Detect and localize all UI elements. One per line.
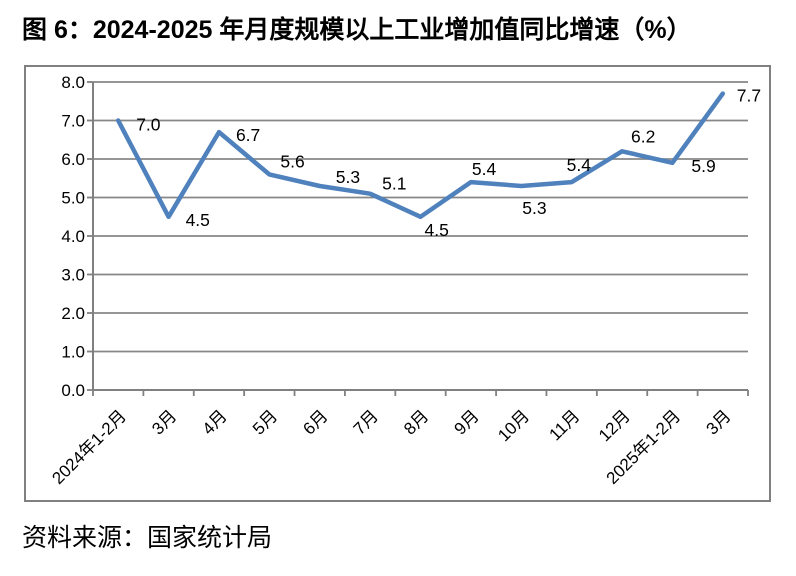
y-tick-label: 4.0 [61,227,85,246]
figure-title: 图 6：2024-2025 年月度规模以上工业增加值同比增速（%） [22,16,692,44]
y-tick-label: 0.0 [61,381,85,400]
data-value-label: 7.0 [136,115,161,135]
y-tick-label: 5.0 [61,189,85,208]
x-category-label: 7月 [350,406,382,438]
x-category-label: 2024年1-2月 [48,406,130,488]
source-note: 资料来源：国家统计局 [22,524,273,552]
data-value-label: 5.3 [522,198,546,218]
data-value-label: 4.5 [186,210,210,230]
data-value-label: 5.3 [336,167,360,187]
line-chart: 0.0 1.0 2.0 3.0 4.0 5.0 6.0 7.0 8.0 2024年1-2月 3月 4月… [48,73,761,488]
data-value-label: 5.1 [382,174,406,194]
x-category-label: 5月 [249,406,281,438]
data-value-label: 5.4 [567,155,592,175]
x-category-label: 11月 [546,406,584,444]
x-category-label: 10月 [494,406,533,445]
y-tick-label: 2.0 [61,304,85,323]
data-value-label: 6.2 [631,126,655,146]
x-category-label: 12月 [595,406,634,445]
data-value-label: 5.4 [472,159,497,179]
chart-frame: 0.0 1.0 2.0 3.0 4.0 5.0 6.0 7.0 8.0 2024年1-2月 3月 4月… [24,65,771,502]
data-value-label: 7.7 [737,86,761,106]
x-category-label: 8月 [400,406,432,438]
y-tick-label: 6.0 [61,150,85,169]
data-value-label: 5.6 [280,151,304,171]
y-tick-label: 7.0 [61,112,85,131]
x-category-label: 4月 [199,406,231,438]
y-tick-label: 8.0 [61,73,85,92]
x-category-label: 3月 [148,406,180,438]
data-value-label: 6.7 [236,125,260,145]
data-value-label: 5.9 [691,156,715,176]
x-category-label: 3月 [702,406,734,438]
data-value-label: 4.5 [425,220,449,240]
y-tick-label: 3.0 [61,266,85,285]
series-line [115,91,726,220]
x-category-label: 9月 [451,406,483,438]
x-category-label: 6月 [299,406,331,438]
y-tick-label: 1.0 [61,343,85,362]
